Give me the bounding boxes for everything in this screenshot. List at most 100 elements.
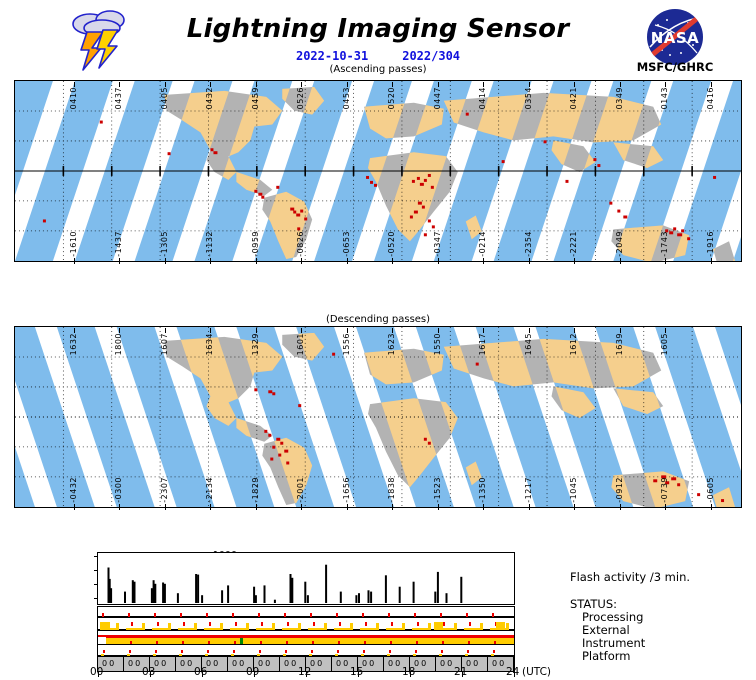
- time-axis-unit: (UTC): [522, 666, 552, 678]
- map-time-label: 1634: [205, 333, 214, 356]
- map-time-label: 0437: [114, 87, 123, 110]
- orbit-timeline[interactable]: 00 00 00 00 00 00 00 00 00 00 00 00 00 00 00 00: [97, 656, 515, 672]
- time-axis-label: 24: [506, 666, 520, 678]
- orbit-cell-label: 00: [414, 659, 429, 668]
- time-axis-tick: [514, 672, 515, 677]
- map-time-label: -0605: [705, 477, 715, 503]
- orbit-cell-label: 00: [154, 659, 169, 668]
- map-time-label: -1838: [387, 477, 396, 503]
- orbit-cell-label: 00: [466, 659, 481, 668]
- flash-y-tick-mark: [94, 556, 97, 557]
- map-time-label: -0959: [250, 231, 260, 257]
- map-time-label: -1916: [705, 231, 715, 257]
- orbit-cell-label: 00: [206, 659, 221, 668]
- orbit-cell[interactable]: [124, 657, 150, 671]
- time-axis-label: 03: [142, 666, 156, 678]
- time-axis-tick: [306, 672, 307, 677]
- status-legend-title: STATUS:: [570, 597, 618, 611]
- map-time-label: 1601: [296, 333, 305, 356]
- map-time-label: -0520: [387, 231, 396, 257]
- orbit-cell[interactable]: [228, 657, 254, 671]
- map-time-label: 0526: [296, 87, 305, 110]
- map-time-label: -0432: [68, 477, 78, 503]
- map-time-label: 1329: [250, 333, 260, 356]
- ascending-passes-map[interactable]: [14, 80, 742, 262]
- map-time-label: -2134: [205, 477, 214, 503]
- map-time-label: -1132: [205, 231, 214, 257]
- descending-passes-map[interactable]: [14, 326, 742, 508]
- orbit-cell[interactable]: [384, 657, 410, 671]
- svg-text:NASA: NASA: [651, 29, 700, 47]
- map-time-label: -1045: [569, 477, 578, 503]
- agency-label: MSFC/GHRC: [636, 60, 714, 74]
- map-time-label: -0826: [296, 231, 305, 257]
- map-time-label: 0421: [569, 87, 578, 110]
- orbit-cell[interactable]: [98, 657, 124, 671]
- map-time-label: 1550: [432, 333, 442, 356]
- orbit-cell[interactable]: [462, 657, 488, 671]
- map-time-label: 1556: [341, 333, 351, 356]
- orbit-cell[interactable]: [202, 657, 228, 671]
- time-axis-tick: [150, 672, 151, 677]
- map-time-label: 0405: [159, 87, 169, 110]
- date-doy: 2022/304: [402, 49, 461, 63]
- time-axis-tick: [202, 672, 203, 677]
- map-time-label: -2049: [614, 231, 624, 257]
- date-line: 2022-10-31 2022/304: [0, 49, 756, 63]
- status-row-processing[interactable]: [97, 606, 515, 617]
- time-axis-label: 12: [298, 666, 312, 678]
- date-iso: 2022-10-31: [295, 49, 369, 63]
- orbit-cell[interactable]: [358, 657, 384, 671]
- orbit-cell[interactable]: [306, 657, 332, 671]
- flash-activity-plot[interactable]: [97, 552, 515, 605]
- orbit-cell-label: 00: [336, 659, 351, 668]
- map-time-label: -1217: [523, 477, 533, 503]
- map-time-label: 1800: [114, 333, 123, 356]
- orbit-cell-label: 00: [388, 659, 403, 668]
- status-row-platform[interactable]: [97, 644, 515, 660]
- status-legend-processing: Processing: [582, 610, 644, 624]
- orbit-cell[interactable]: [436, 657, 462, 671]
- map-time-label: -1350: [478, 477, 487, 503]
- map-time-label: -2221: [569, 231, 578, 257]
- map-time-label: -1656: [341, 477, 351, 503]
- map-time-label: -0300: [114, 477, 123, 503]
- map-time-label: -2307: [159, 477, 169, 503]
- orbit-cell-label: 00: [492, 659, 507, 668]
- map-time-label: 0416: [705, 87, 715, 110]
- map-time-label: -2001: [296, 477, 305, 503]
- ascending-caption: (Ascending passes): [329, 64, 427, 75]
- map-time-label: 1607: [159, 333, 169, 356]
- map-time-label: -0912: [614, 477, 624, 503]
- map-time-label: -0214: [478, 231, 487, 257]
- map-time-label: 0414: [478, 87, 487, 110]
- time-axis-label: 06: [194, 666, 208, 678]
- activity-panel: 1000100101 00000000000000000000000000000…: [0, 548, 756, 680]
- orbit-cell-label: 00: [362, 659, 377, 668]
- time-axis-tick: [410, 672, 411, 677]
- orbit-cell[interactable]: [410, 657, 436, 671]
- orbit-cell-label: 00: [440, 659, 455, 668]
- map-time-label: -2354: [523, 231, 533, 257]
- status-row-external[interactable]: [97, 617, 515, 633]
- time-axis-label: 18: [402, 666, 416, 678]
- orbit-cell[interactable]: [488, 657, 514, 671]
- nasa-meatball-logo: NASA: [625, 5, 725, 77]
- time-axis-tick: [254, 672, 255, 677]
- orbit-cell[interactable]: [176, 657, 202, 671]
- orbit-cell-label: 00: [180, 659, 195, 668]
- orbit-cell[interactable]: [280, 657, 306, 671]
- status-legend-platform: Platform: [582, 649, 631, 663]
- map-time-label: 0453: [341, 87, 351, 110]
- status-legend-external: External: [582, 623, 630, 637]
- status-row-instrument[interactable]: [97, 630, 515, 646]
- time-axis-tick: [462, 672, 463, 677]
- orbit-cell[interactable]: [150, 657, 176, 671]
- page-header: Lightning Imaging Sensor 2022-10-31 2022/…: [0, 0, 756, 78]
- orbit-cell[interactable]: [254, 657, 280, 671]
- map-time-label: 1617: [478, 333, 487, 356]
- orbit-cell[interactable]: [332, 657, 358, 671]
- map-time-label: 0143: [660, 87, 669, 110]
- time-axis-label: 09: [246, 666, 260, 678]
